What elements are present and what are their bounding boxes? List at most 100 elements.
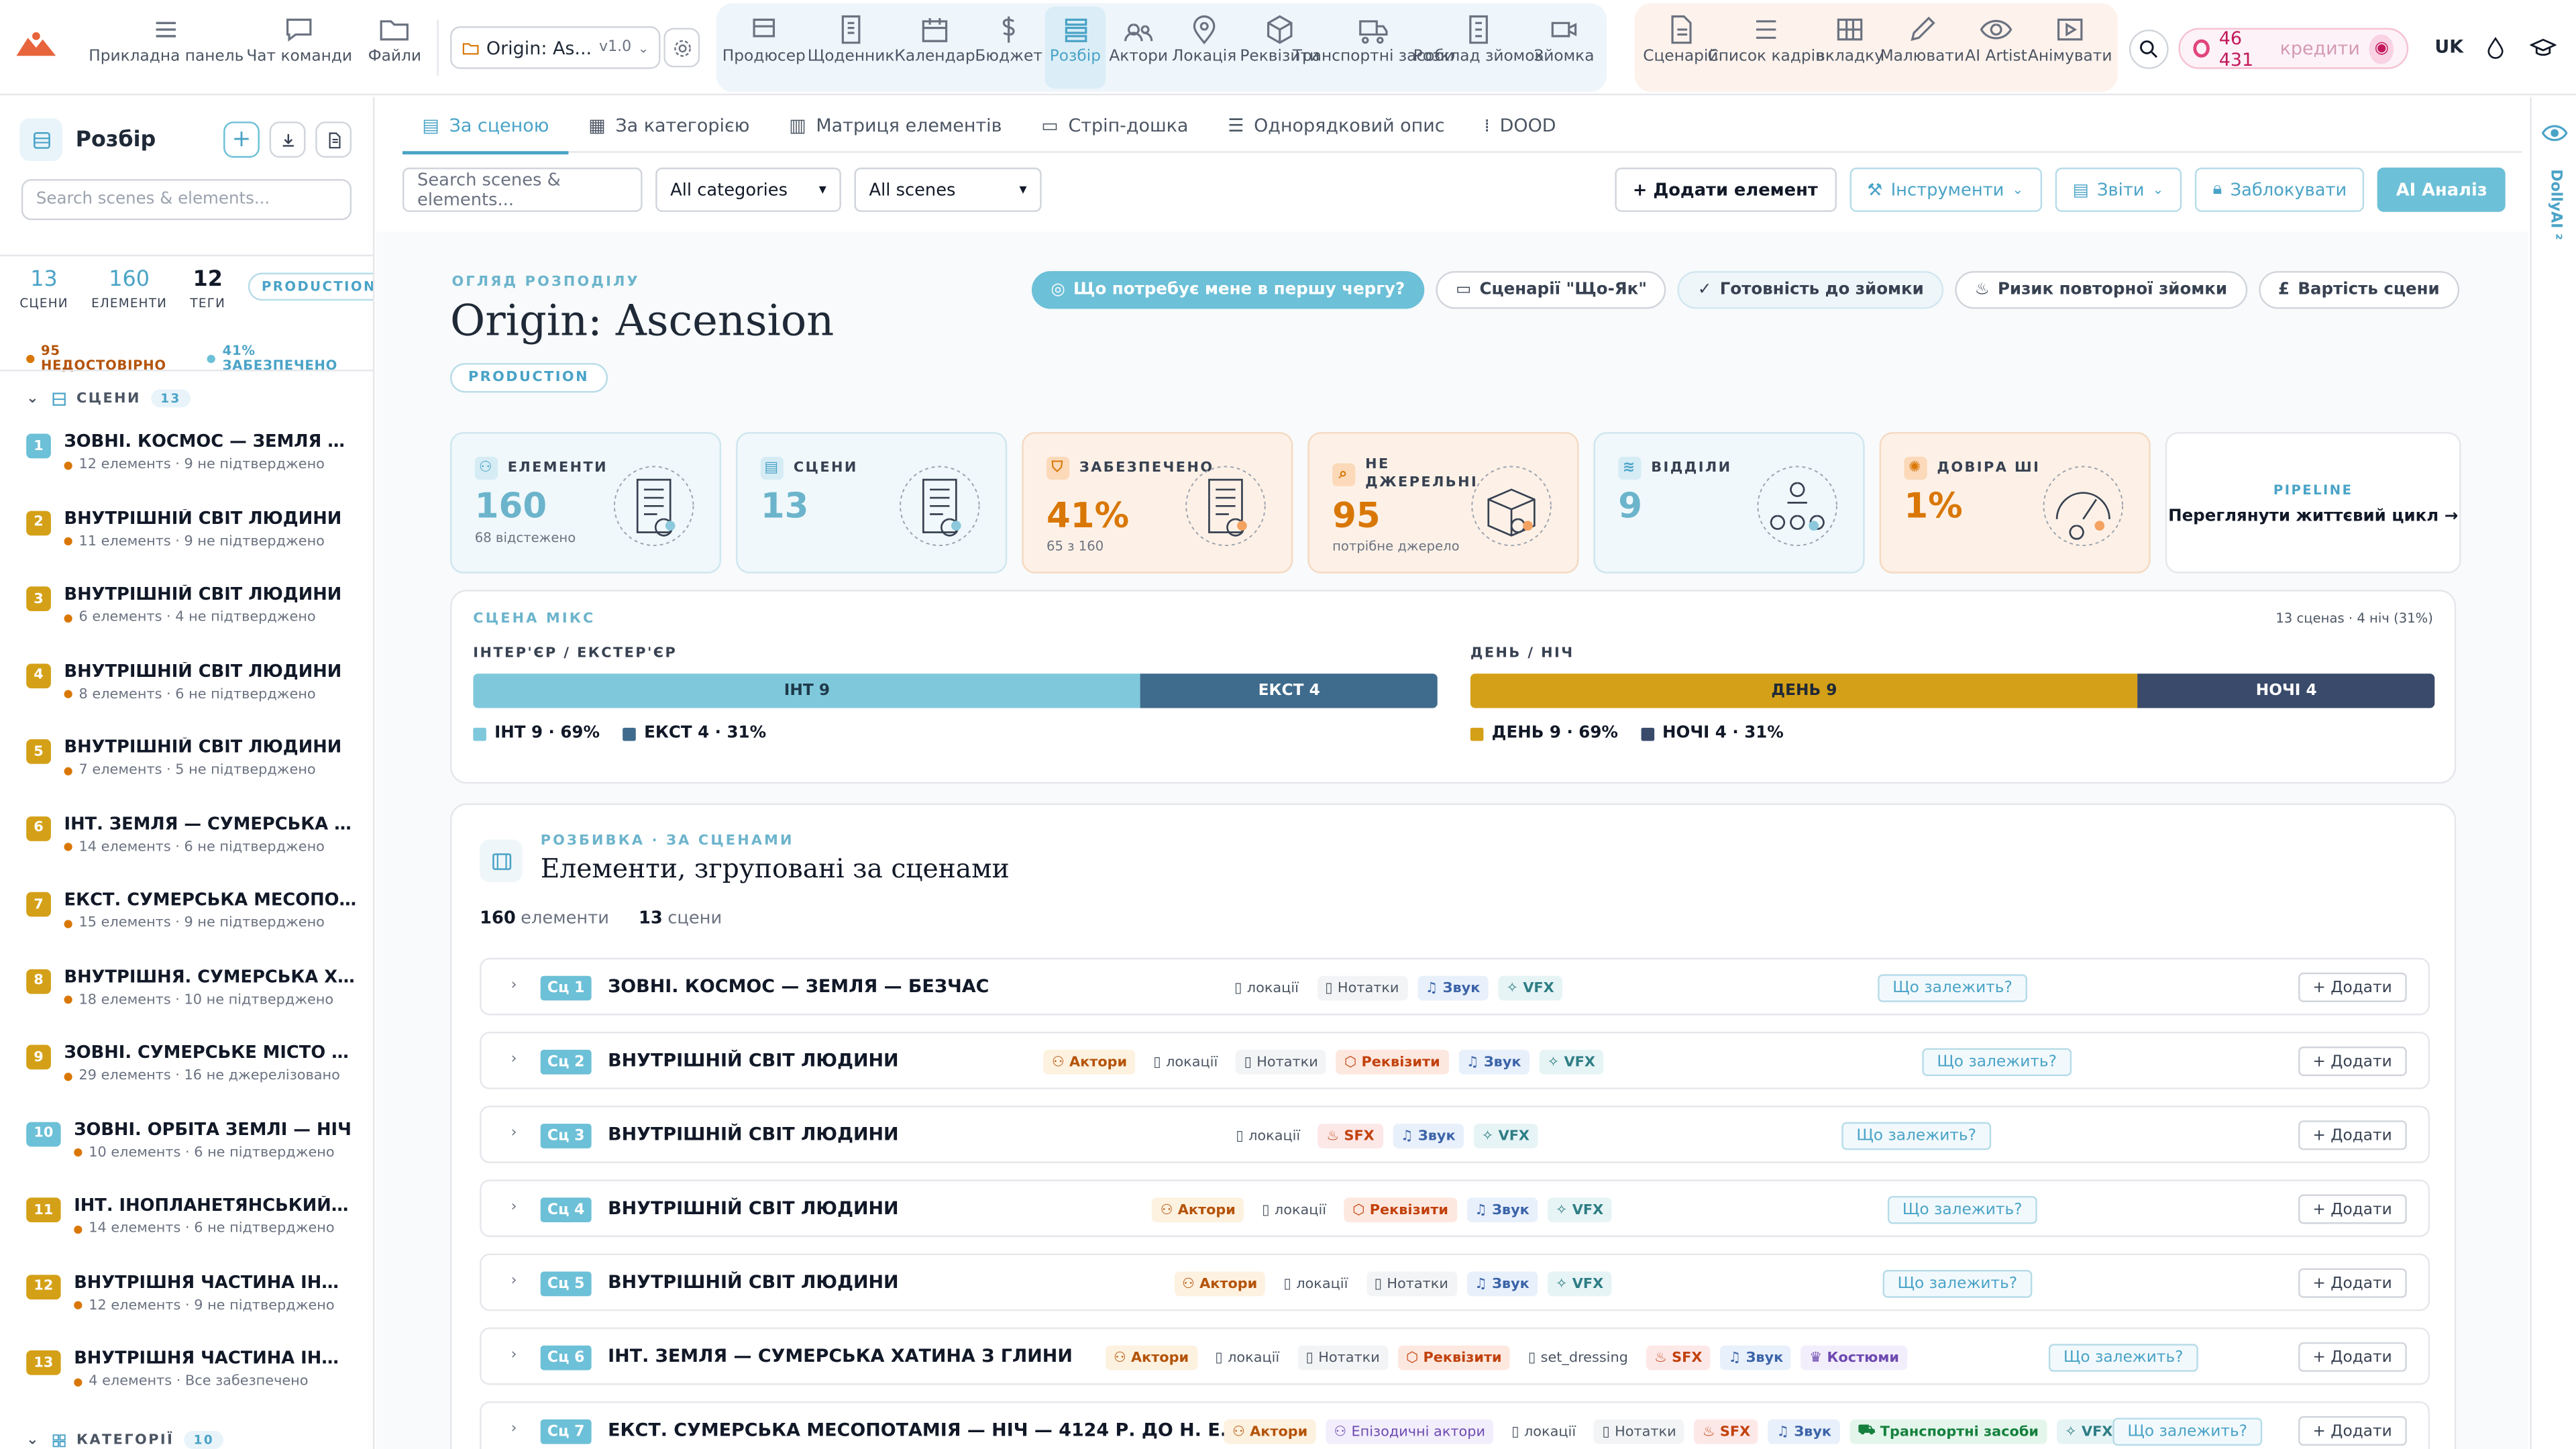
dependencies-button[interactable]: Що залежить? (1922, 1048, 2072, 1077)
sidebar-scene-item[interactable]: 4 ВНУТРІШНІЙ СВІТ ЛЮДИНИ 8 елементs · 6 не… (26, 661, 364, 738)
element-tag[interactable]: ⚇ Актори (1043, 1049, 1136, 1075)
element-tag[interactable]: ⚇ Епізодичні актори (1326, 1419, 1494, 1444)
sidebar-scene-item[interactable]: 9 ЗОВНІ. СУМЕРСЬКЕ МІСТО — ... 29 елементs… (26, 1043, 364, 1120)
dependencies-button[interactable]: Що залежить? (1878, 974, 2027, 1002)
element-tag[interactable]: ▯ локації (1228, 1124, 1308, 1148)
dependencies-button[interactable]: Що залежить? (2112, 1417, 2263, 1446)
element-tag[interactable]: ▯ Нотатки (1594, 1419, 1684, 1444)
nav-diary[interactable]: Щоденник (808, 13, 894, 66)
add-scene-button[interactable]: + (223, 121, 260, 158)
add-element-row-button[interactable]: + Додати (2298, 1120, 2407, 1150)
reports-button[interactable]: ▤ Звіти ⌄ (2054, 167, 2182, 212)
language-switcher[interactable]: UK (2434, 36, 2464, 58)
nav-calendar[interactable]: Календар (894, 13, 975, 66)
nav-files[interactable]: Файли (368, 13, 421, 66)
element-tag[interactable]: ♨ SFX (1318, 1124, 1383, 1148)
element-tag[interactable]: ▯ локації (1226, 976, 1307, 1001)
scene-row[interactable]: › Сц 5 ВНУТРІШНІЙ СВІТ ЛЮДИНИ ⚇ Актори ▯ локац… (480, 1253, 2430, 1311)
element-tag[interactable]: ✧ VFX (1473, 1124, 1538, 1148)
element-tag[interactable]: ♨ SFX (1646, 1345, 1711, 1371)
nav-dollar[interactable]: Бюджет (975, 13, 1042, 66)
categories-section-header[interactable]: ⌄ КАТЕГОРІЇ 10 (26, 1431, 224, 1449)
element-tag[interactable]: ⚇ Актори (1105, 1345, 1197, 1371)
scene-row[interactable]: › Сц 2 ВНУТРІШНІЙ СВІТ ЛЮДИНИ ⚇ Актори ▯ локац… (480, 1031, 2430, 1089)
project-settings-button[interactable] (663, 28, 700, 68)
scene-row[interactable]: › Сц 4 ВНУТРІШНІЙ СВІТ ЛЮДИНИ ⚇ Актори ▯ локац… (480, 1179, 2430, 1238)
element-tag[interactable]: ⬡ Реквізити (1344, 1197, 1457, 1223)
tools-button[interactable]: ⚒ Інструменти ⌄ (1849, 167, 2041, 212)
nav-truck[interactable]: Транспортні засоби (1293, 13, 1454, 66)
dependencies-button[interactable]: Що залежить? (1887, 1195, 2037, 1224)
nav-shotlist[interactable]: Список кадрів (1707, 13, 1825, 66)
eye-icon[interactable] (2541, 120, 2568, 146)
sidebar-scene-item[interactable]: 5 ВНУТРІШНІЙ СВІТ ЛЮДИНИ 7 елементs · 5 не… (26, 738, 364, 814)
sidebar-scene-item[interactable]: 8 ВНУТРІШНЯ. СУМЕРСЬКА ХАТА... 18 елементs… (26, 967, 364, 1043)
chevron-right-icon[interactable]: › (511, 1347, 517, 1364)
element-tag[interactable]: ⛟ Транспортні засоби (1849, 1419, 2047, 1444)
element-tag[interactable]: ♫ Звук (1466, 1271, 1538, 1297)
element-tag[interactable]: ▯ локації (1145, 1050, 1226, 1075)
pipeline-card[interactable]: PIPELINE Переглянути життєвий цикл → (2165, 432, 2461, 574)
sidebar-scene-item[interactable]: 3 ВНУТРІШНІЙ СВІТ ЛЮДИНИ 6 елементs · 4 не… (26, 585, 364, 661)
chevron-right-icon[interactable]: › (511, 1273, 517, 1290)
tab-6[interactable]: ⁞ DOOD (1464, 97, 1576, 152)
scene-row[interactable]: › Сц 6 ІНТ. ЗЕМЛЯ — СУМЕРСЬКА ХАТИНА З ГЛИ… (480, 1327, 2430, 1385)
nav-dashboard[interactable]: Прикладна панель (89, 13, 244, 66)
element-tag[interactable]: ♛ Костюми (1801, 1345, 1908, 1371)
nav-breakdown[interactable]: Розбір (1045, 13, 1106, 66)
sidebar-scene-item[interactable]: 2 ВНУТРІШНІЙ СВІТ ЛЮДИНИ 11 елементs · 9 н… (26, 508, 364, 585)
element-tag[interactable]: ▯ Нотатки (1366, 1271, 1457, 1297)
scene-row[interactable]: › Сц 1 ЗОВНІ. КОСМОС — ЗЕМЛЯ — БЕЗЧАС ▯ лока… (480, 957, 2430, 1016)
category-select[interactable]: All categories ▾ (655, 167, 841, 212)
add-element-button[interactable]: + Додати елемент (1614, 167, 1836, 212)
element-tag[interactable]: ♫ Звук (1458, 1049, 1529, 1075)
nav-schedule[interactable]: Розклад зйомок (1413, 13, 1544, 66)
element-tag[interactable]: ♫ Звук (1720, 1345, 1792, 1371)
metric-card[interactable]: ⛉ ЗАБЕЗПЕЧЕНО 41% 65 з 160 (1022, 432, 1293, 574)
tab-1[interactable]: ▤ За сценою (402, 97, 570, 155)
element-tag[interactable]: ✧ VFX (1547, 1197, 1612, 1223)
scene-row[interactable]: › Сц 3 ВНУТРІШНІЙ СВІТ ЛЮДИНИ ▯ локації ♨ SFX ♫… (480, 1106, 2430, 1163)
element-tag[interactable]: ⬡ Реквізити (1397, 1345, 1510, 1371)
nav-producer[interactable]: Продюсер (722, 13, 806, 66)
nav-camera[interactable]: Зйомка (1531, 13, 1597, 66)
tab-5[interactable]: ☰ Однорядковий опис (1208, 97, 1464, 152)
metric-card[interactable]: ⚇ ЕЛЕМЕНТИ 160 68 відстежено (450, 432, 722, 574)
credits-badge[interactable]: 46 431 кредити ◉ (2178, 27, 2409, 70)
metric-card[interactable]: ✺ ДОВІРА ШІ 1% (1879, 432, 2151, 574)
sidebar-scene-item[interactable]: 10 ЗОВНІ. ОРБІТА ЗЕМЛІ — НІЧ 10 елементs ·… (26, 1120, 364, 1196)
sidebar-scene-item[interactable]: 6 ІНТ. ЗЕМЛЯ — СУМЕРСЬКА ХАТ... 14 елемент… (26, 814, 364, 890)
download-button[interactable] (269, 121, 306, 158)
question-chip[interactable]: ◎ Що потребує мене в першу чергу? (1030, 271, 1425, 309)
add-element-row-button[interactable]: + Додати (2298, 1194, 2407, 1224)
nav-eye[interactable]: AI Artist (1965, 13, 2027, 66)
element-tag[interactable]: ⚇ Актори (1173, 1271, 1266, 1297)
nav-animate[interactable]: Анімувати (2027, 13, 2112, 66)
scene-row[interactable]: › Сц 7 ЕКСТ. СУМЕРСЬКА МЕСОПОТАМІЯ — НІЧ —… (480, 1401, 2430, 1449)
element-tag[interactable]: ⚇ Актори (1152, 1197, 1244, 1223)
element-tag[interactable]: ▯ Нотатки (1316, 975, 1407, 1001)
nav-script[interactable]: Сценарій (1643, 13, 1718, 66)
element-tag[interactable]: ✧ VFX (1539, 1049, 1604, 1075)
metric-card[interactable]: ≋ ВІДДІЛИ 9 (1593, 432, 1865, 574)
sidebar-scene-item[interactable]: 13 ВНУТРІШНЯ ЧАСТИНА ІНОПЛ... 4 елементs ·… (26, 1349, 364, 1426)
scenes-section-header[interactable]: ⌄ СЦЕНИ 13 (26, 389, 191, 408)
element-tag[interactable]: ▯ локації (1503, 1419, 1584, 1444)
assistant-label[interactable]: DollyAI ² (2546, 169, 2563, 240)
dependencies-button[interactable]: Що залежить? (1882, 1270, 2033, 1298)
nav-storyboard[interactable]: вкладку (1816, 13, 1884, 66)
nav-props[interactable]: Реквізити (1240, 13, 1320, 66)
element-tag[interactable]: ▯ Нотатки (1236, 1049, 1327, 1075)
graduation-cap-icon[interactable] (2530, 36, 2557, 59)
element-tag[interactable]: ▯ локації (1275, 1272, 1356, 1297)
nav-pencil[interactable]: Малювати (1880, 13, 1964, 66)
scene-select[interactable]: All scenes ▾ (854, 167, 1042, 212)
question-chip[interactable]: £ Вартість сцени (2258, 271, 2460, 309)
ai-analysis-button[interactable]: AI Аналіз (2377, 167, 2506, 212)
element-tag[interactable]: ⚇ Актори (1224, 1419, 1316, 1444)
chevron-right-icon[interactable]: › (511, 1125, 517, 1142)
metric-card[interactable]: ▤ СЦЕНИ 13 (736, 432, 1008, 574)
element-tag[interactable]: ✧ VFX (1547, 1271, 1612, 1297)
document-button[interactable] (315, 121, 352, 158)
dependencies-button[interactable]: Що залежить? (2048, 1344, 2198, 1372)
